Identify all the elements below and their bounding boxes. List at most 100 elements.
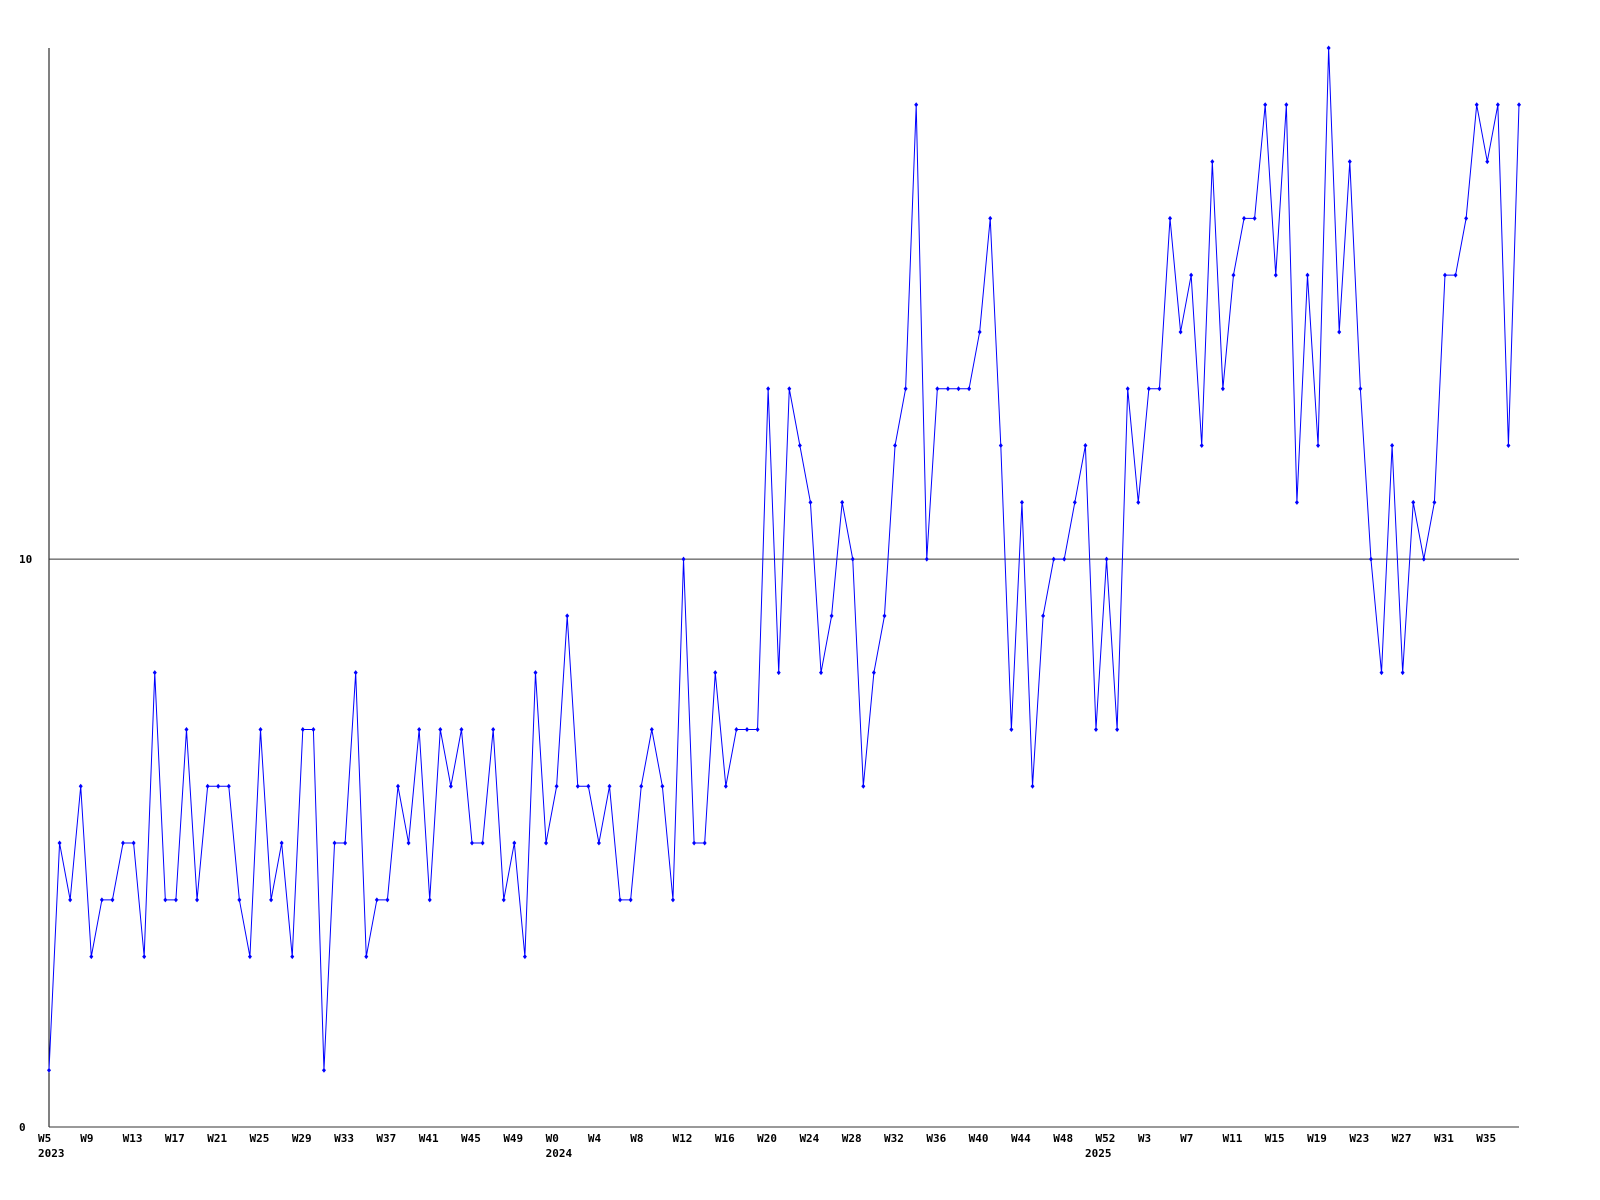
point	[1093, 726, 1098, 732]
point	[1400, 670, 1405, 676]
x-tick-label: W45	[461, 1132, 481, 1145]
point	[861, 783, 866, 789]
point	[607, 783, 612, 789]
point	[1347, 159, 1352, 165]
point	[1231, 272, 1236, 278]
point	[1442, 272, 1447, 278]
x-tick-label: W7	[1180, 1132, 1193, 1145]
point	[343, 840, 348, 846]
point	[501, 897, 506, 903]
point	[205, 783, 210, 789]
point	[988, 215, 993, 221]
point	[1083, 443, 1088, 449]
point	[723, 783, 728, 789]
point	[935, 386, 940, 392]
point	[78, 783, 83, 789]
point	[776, 670, 781, 676]
x-tick-label: W35	[1476, 1132, 1496, 1145]
x-tick-label: W13	[123, 1132, 143, 1145]
point	[670, 897, 675, 903]
point	[216, 783, 221, 789]
point	[300, 726, 305, 732]
line-series	[48, 47, 1520, 1071]
point	[173, 897, 178, 903]
point	[364, 954, 369, 960]
point	[1506, 443, 1511, 449]
point	[702, 840, 707, 846]
point	[68, 897, 73, 903]
x-tick-label: W31	[1434, 1132, 1454, 1145]
x-tick-label: W3	[1138, 1132, 1151, 1145]
x-tick-label: W25	[250, 1132, 270, 1145]
point	[628, 897, 633, 903]
point	[1051, 556, 1056, 562]
point	[1411, 499, 1416, 505]
point	[1210, 159, 1215, 165]
point	[406, 840, 411, 846]
point	[744, 726, 749, 732]
point	[797, 443, 802, 449]
point	[1168, 215, 1173, 221]
point	[1485, 159, 1490, 165]
point	[692, 840, 697, 846]
point	[195, 897, 200, 903]
x-tick-label: W41	[419, 1132, 439, 1145]
point	[57, 840, 62, 846]
point	[1432, 499, 1437, 505]
point	[998, 443, 1003, 449]
point	[533, 670, 538, 676]
point	[808, 499, 813, 505]
point	[1326, 45, 1331, 51]
point	[945, 386, 950, 392]
point	[1252, 215, 1257, 221]
point	[1358, 386, 1363, 392]
point	[1421, 556, 1426, 562]
x-tick-label: W33	[334, 1132, 354, 1145]
point	[1072, 499, 1077, 505]
point	[1453, 272, 1458, 278]
point	[639, 783, 644, 789]
point	[1189, 272, 1194, 278]
point	[956, 386, 961, 392]
x-tick-label: W12	[673, 1132, 693, 1145]
point	[152, 670, 157, 676]
point	[237, 897, 242, 903]
point	[142, 954, 147, 960]
point	[459, 726, 464, 732]
point	[385, 897, 390, 903]
point	[893, 443, 898, 449]
point	[448, 783, 453, 789]
point	[353, 670, 358, 676]
point	[321, 1067, 326, 1073]
point	[1041, 613, 1046, 619]
point	[1178, 329, 1183, 335]
x-tick-label: W0	[546, 1132, 559, 1145]
point	[681, 556, 686, 562]
point	[163, 897, 168, 903]
year-label: 2025	[1085, 1147, 1112, 1160]
point	[1273, 272, 1278, 278]
point	[924, 556, 929, 562]
x-tick-label: W20	[757, 1132, 777, 1145]
point	[734, 726, 739, 732]
point	[1104, 556, 1109, 562]
x-tick-label: W44	[1011, 1132, 1031, 1145]
point	[1146, 386, 1151, 392]
point	[766, 386, 771, 392]
point	[660, 783, 665, 789]
point	[829, 613, 834, 619]
point	[1368, 556, 1373, 562]
point	[1125, 386, 1130, 392]
point	[1157, 386, 1162, 392]
point	[1316, 443, 1321, 449]
x-tick-label: W5	[38, 1132, 51, 1145]
point	[977, 329, 982, 335]
x-tick-label: W4	[588, 1132, 602, 1145]
y-tick-label: 10	[19, 553, 32, 566]
point	[649, 726, 654, 732]
point	[903, 386, 908, 392]
point	[417, 726, 422, 732]
point	[967, 386, 972, 392]
point	[787, 386, 792, 392]
